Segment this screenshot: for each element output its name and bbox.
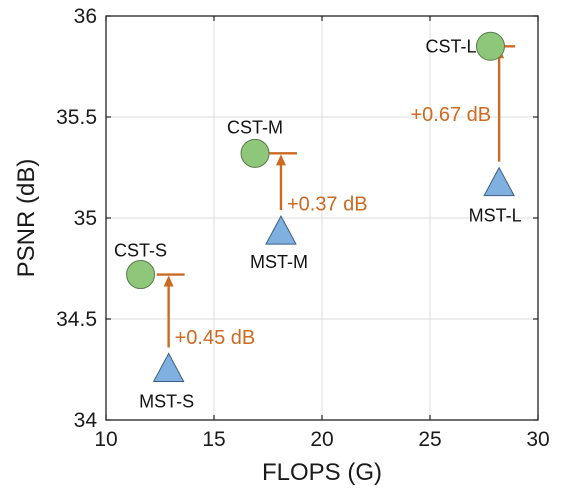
triangle-marker-mst-l — [483, 166, 515, 197]
x-tick-label: 30 — [526, 428, 549, 451]
point-label: MST-M — [250, 252, 308, 272]
improvement-arrowhead — [275, 154, 286, 166]
axis-ticks: 10 15 20 25 30 34 34.5 35 35.5 36 — [56, 5, 550, 451]
triangle-marker-mst-s — [152, 352, 185, 382]
x-tick-label: 10 — [94, 428, 117, 451]
gain-label: +0.67 dB — [410, 104, 491, 126]
circle-marker-cst-s — [126, 260, 156, 290]
x-tick-label: 25 — [418, 428, 441, 451]
y-tick-label: 34 — [74, 409, 98, 432]
point-label: MST-L — [469, 206, 522, 226]
y-tick-label: 34.5 — [56, 308, 97, 331]
y-tick-label: 35 — [74, 207, 97, 230]
x-tick-label: 15 — [202, 428, 225, 451]
triangle-marker-mst-m — [265, 215, 297, 245]
y-tick-label: 36 — [74, 5, 97, 28]
point-label: CST-M — [227, 117, 283, 137]
x-axis-label: FLOPS (G) — [262, 459, 382, 486]
y-tick-label: 35.5 — [56, 106, 97, 129]
improvement-annotations: +0.45 dB +0.37 dB +0.67 dB — [156, 45, 516, 349]
gain-label: +0.37 dB — [287, 194, 368, 216]
y-axis-label: PSNR (dB) — [13, 159, 40, 278]
data-points — [126, 31, 515, 382]
x-tick-label: 20 — [310, 428, 333, 451]
point-label: MST-S — [139, 391, 194, 411]
gain-label: +0.45 dB — [175, 327, 256, 349]
point-label: CST-S — [114, 241, 167, 261]
improvement-arrowhead — [163, 275, 174, 287]
circle-marker-cst-m — [240, 138, 270, 168]
point-label: CST-L — [425, 36, 476, 56]
circle-marker-cst-l — [475, 31, 505, 61]
point-labels: CST-S CST-M CST-L MST-S MST-M MST-L — [114, 36, 522, 411]
